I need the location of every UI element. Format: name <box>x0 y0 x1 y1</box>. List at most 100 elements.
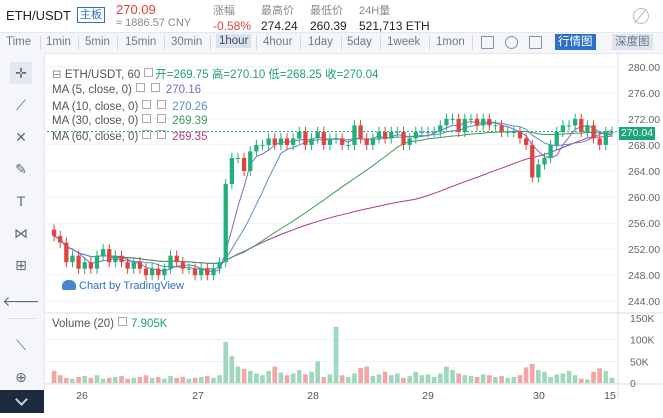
fib-tool-icon[interactable]: ✕ <box>15 128 27 145</box>
volume-bar <box>217 375 222 383</box>
stat-label: 涨幅 <box>213 5 235 17</box>
volume-bar <box>609 377 615 383</box>
price-tick: 268.00 <box>628 140 660 152</box>
volume-bar <box>419 375 425 383</box>
tradingview-watermark[interactable]: Chart by TradingView <box>62 280 184 292</box>
volume-bar <box>278 372 284 383</box>
candle <box>223 184 228 263</box>
candle <box>107 249 112 263</box>
volume-legend: Volume (20) 7.905K <box>52 317 167 330</box>
brush-icon[interactable]: ✎ <box>15 160 27 177</box>
ohlc-legend: ⊟ ETH/USDT, 60 开=269.75 高=270.10 低=268.25… <box>52 68 379 81</box>
candle <box>407 138 412 145</box>
candle <box>70 255 75 263</box>
measure-tool-icon[interactable]: ⊞ <box>15 256 27 273</box>
volume-bar <box>296 370 302 383</box>
volume-bar <box>345 376 351 383</box>
candle <box>64 242 69 263</box>
candle <box>309 138 314 145</box>
volume-bar <box>168 376 173 383</box>
candle <box>143 268 149 276</box>
candle <box>100 249 106 256</box>
volume-bar <box>505 377 511 383</box>
volume-bar <box>76 376 81 383</box>
candle <box>425 131 431 133</box>
volume-bar <box>523 367 529 383</box>
fullscreen-icon[interactable] <box>529 36 542 49</box>
candle <box>272 138 277 145</box>
volume-tick: 150K <box>630 313 655 325</box>
candle <box>487 118 492 126</box>
date-tick: 27 <box>192 390 204 402</box>
volume-bar <box>597 368 603 383</box>
pair-name[interactable]: ETH/USDT <box>6 8 71 23</box>
volume-bar <box>585 379 590 383</box>
pattern-tool-icon[interactable]: ⋈ <box>14 224 28 241</box>
text-tool-icon[interactable]: T <box>16 193 26 209</box>
depth-chart-tab[interactable]: 深度图 <box>612 34 653 50</box>
volume-bar <box>339 375 345 383</box>
candle <box>82 262 87 269</box>
ma30-legend: MA (30, close, 0) 269.39 <box>52 114 207 127</box>
candle <box>333 138 339 140</box>
interval-1mon[interactable]: 1mon <box>436 36 465 48</box>
volume-bar <box>591 371 596 383</box>
volume-bar <box>401 377 406 383</box>
volume-bar <box>327 374 333 383</box>
volume-bar <box>235 366 241 383</box>
board-badge: 主板 <box>77 7 105 23</box>
interval-1min[interactable]: 1min <box>46 36 71 48</box>
candle <box>315 131 320 139</box>
candle <box>291 138 296 145</box>
candle <box>156 268 161 276</box>
volume-bar <box>174 377 180 383</box>
candle <box>131 262 136 269</box>
market-header: ETH/USDT 主板 270.09 ≈ 1886.57 CNY 涨幅 -0.58… <box>0 0 663 33</box>
ma-value: 269.35 <box>172 131 208 143</box>
candle <box>456 118 461 132</box>
candle <box>284 138 290 145</box>
candle <box>180 262 185 269</box>
interval-5min[interactable]: 5min <box>85 36 110 48</box>
ma-label: MA (10, close, 0) <box>52 101 139 113</box>
hide-eye-icon[interactable] <box>633 8 649 24</box>
kline-chart-tab[interactable]: 行情图 <box>555 34 596 50</box>
volume-bar <box>493 376 498 383</box>
crosshair-icon[interactable]: ✛ <box>10 62 32 84</box>
indicators-icon[interactable] <box>481 36 494 49</box>
candle <box>548 144 553 158</box>
volume-bar <box>290 373 296 383</box>
interval-4hour[interactable]: 4hour <box>263 36 293 48</box>
trend-line-icon[interactable]: ⟋ <box>16 96 26 113</box>
chart-canvas[interactable]: 280.00 276.00 272.00 268.00 264.00 260.00 256.… <box>45 53 663 413</box>
ma-label: MA (5, close, 0) <box>52 84 132 96</box>
volume-bar <box>162 378 167 383</box>
interval-1day[interactable]: 1day <box>308 36 333 48</box>
ma60-line <box>53 135 612 264</box>
volume-bar <box>474 376 480 383</box>
volume-bar <box>186 378 192 383</box>
interval-5day[interactable]: 5day <box>347 36 372 48</box>
price-chart[interactable]: 280.00 276.00 272.00 268.00 264.00 260.00 256.… <box>45 53 663 413</box>
volume-bar <box>468 376 474 383</box>
volume-bar <box>480 374 486 383</box>
interval-1week[interactable]: 1week <box>387 36 421 48</box>
interval-1hour[interactable]: 1hour <box>216 34 252 48</box>
interval-30min[interactable]: 30min <box>171 36 203 48</box>
back-arrow-icon[interactable]: 🡐 <box>2 292 40 309</box>
volume-24h-stat: 24H量 521,713 ETH <box>359 2 430 33</box>
candle <box>609 131 615 133</box>
collapse-toolbar-button[interactable] <box>0 390 44 413</box>
volume-bar <box>462 375 468 383</box>
volume-tick: 100K <box>630 335 655 347</box>
volume-bar <box>352 373 357 383</box>
drawing-toolbar: ✛ ⟋ ✕ ✎ T ⋈ ⊞ 🡐 ⟍ ⊕ <box>0 53 45 390</box>
volume-bar <box>554 374 560 383</box>
ohlc-values: 开=269.75 高=270.10 低=268.25 收=270.04 <box>155 69 379 81</box>
candle <box>597 138 602 145</box>
interval-time[interactable]: Time <box>6 36 32 48</box>
settings-icon[interactable] <box>505 36 518 49</box>
ruler-icon[interactable]: ⟍ <box>16 336 26 353</box>
zoom-in-icon[interactable]: ⊕ <box>15 368 27 385</box>
interval-15min[interactable]: 15min <box>125 36 157 48</box>
